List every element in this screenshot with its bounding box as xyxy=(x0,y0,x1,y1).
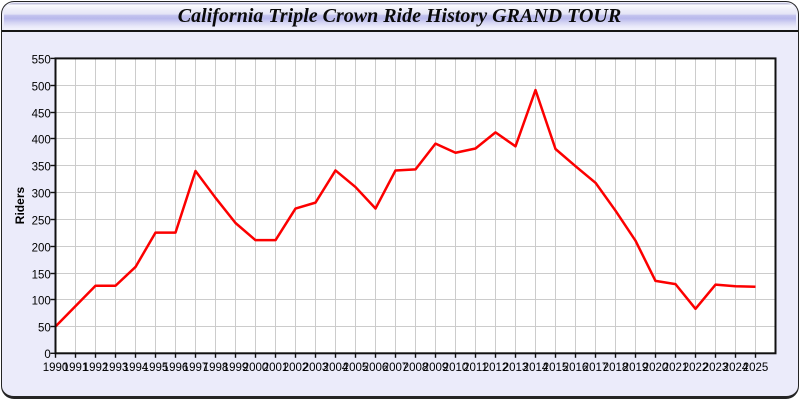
svg-text:2001: 2001 xyxy=(263,362,289,374)
svg-text:2011: 2011 xyxy=(463,362,488,374)
svg-text:1992: 1992 xyxy=(83,362,109,374)
svg-text:50: 50 xyxy=(38,322,51,334)
svg-text:2021: 2021 xyxy=(663,362,689,374)
svg-text:1993: 1993 xyxy=(103,362,129,374)
svg-text:400: 400 xyxy=(32,134,51,146)
svg-text:2014: 2014 xyxy=(523,362,549,374)
svg-text:200: 200 xyxy=(32,242,51,254)
svg-text:150: 150 xyxy=(32,269,51,281)
svg-text:2016: 2016 xyxy=(563,362,589,374)
svg-text:Riders: Riders xyxy=(13,187,27,225)
svg-text:2022: 2022 xyxy=(683,362,709,374)
svg-text:100: 100 xyxy=(32,295,51,307)
svg-text:250: 250 xyxy=(32,215,51,227)
svg-text:2024: 2024 xyxy=(723,362,749,374)
svg-text:2004: 2004 xyxy=(323,362,349,374)
svg-text:0: 0 xyxy=(44,349,50,361)
svg-text:2000: 2000 xyxy=(243,362,269,374)
svg-text:1998: 1998 xyxy=(203,362,229,374)
svg-text:1995: 1995 xyxy=(143,362,169,374)
svg-text:2002: 2002 xyxy=(283,362,309,374)
svg-text:2013: 2013 xyxy=(503,362,529,374)
svg-text:2012: 2012 xyxy=(483,362,509,374)
svg-text:2025: 2025 xyxy=(743,362,769,374)
svg-text:2017: 2017 xyxy=(583,362,609,374)
svg-text:300: 300 xyxy=(32,188,51,200)
svg-text:450: 450 xyxy=(32,108,51,120)
svg-text:2003: 2003 xyxy=(303,362,329,374)
svg-text:2008: 2008 xyxy=(403,362,429,374)
svg-text:2015: 2015 xyxy=(543,362,569,374)
svg-text:550: 550 xyxy=(32,54,51,66)
svg-text:2023: 2023 xyxy=(703,362,729,374)
svg-text:2018: 2018 xyxy=(603,362,629,374)
svg-text:2007: 2007 xyxy=(383,362,409,374)
svg-text:2019: 2019 xyxy=(623,362,649,374)
svg-text:2009: 2009 xyxy=(423,362,449,374)
svg-text:1999: 1999 xyxy=(223,362,249,374)
svg-text:2005: 2005 xyxy=(343,362,369,374)
svg-text:1994: 1994 xyxy=(123,362,149,374)
svg-text:500: 500 xyxy=(32,81,51,93)
svg-text:2020: 2020 xyxy=(643,362,669,374)
svg-text:1990: 1990 xyxy=(43,362,69,374)
svg-text:2006: 2006 xyxy=(363,362,389,374)
svg-text:350: 350 xyxy=(32,161,51,173)
svg-text:1991: 1991 xyxy=(63,362,89,374)
svg-text:1997: 1997 xyxy=(183,362,209,374)
svg-text:2010: 2010 xyxy=(443,362,469,374)
svg-text:1996: 1996 xyxy=(163,362,189,374)
